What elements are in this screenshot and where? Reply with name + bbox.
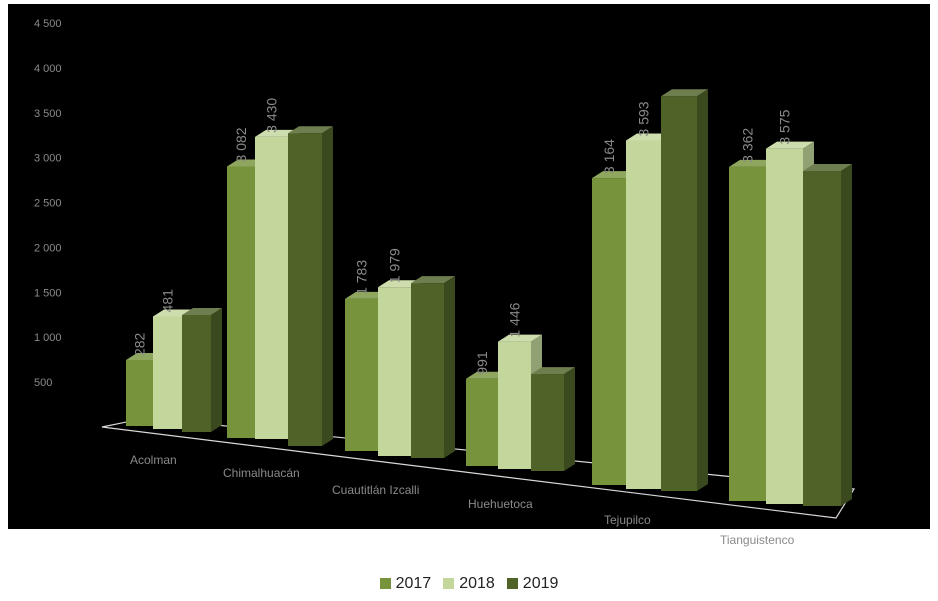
y-tick-label: 3 500 — [34, 108, 62, 120]
bar-2019-acolman — [182, 308, 222, 432]
category-label: Tejupilco — [604, 513, 651, 527]
y-tick-label: 1 000 — [34, 332, 62, 344]
legend-swatch — [506, 578, 518, 589]
data-label: 1 979 — [387, 248, 403, 283]
category-label: Chimalhuacán — [223, 466, 300, 480]
y-tick-label: 4 000 — [34, 63, 62, 75]
data-label: 3 362 — [740, 128, 756, 163]
legend-item-2018: 2018 — [443, 575, 495, 593]
category-label: Tianguistenco — [720, 533, 795, 547]
data-label: 3 082 — [233, 127, 249, 162]
bar-2019-huehuetoca — [531, 367, 575, 471]
data-label: 3 593 — [636, 101, 652, 136]
legend-item-2019: 2019 — [506, 575, 559, 593]
legend-label: 2018 — [459, 575, 495, 592]
category-label: Acolman — [130, 453, 177, 467]
category-label: Cuautitlán Izcalli — [332, 483, 419, 497]
legend: 2017 2018 2019 — [0, 575, 938, 593]
category-label: Huehuetoca — [468, 497, 533, 511]
legend-item-2017: 2017 — [379, 575, 432, 593]
data-label: 3 164 — [601, 139, 617, 174]
legend-label: 2017 — [395, 575, 432, 592]
data-label: 991 — [474, 351, 490, 375]
bar-2019-chimalhuacán — [288, 126, 333, 447]
bar-2019-tejupilco — [661, 89, 708, 492]
y-tick-label: 4 500 — [34, 18, 62, 30]
legend-swatch — [379, 578, 391, 589]
y-tick-label: 2 000 — [34, 242, 62, 254]
y-tick-label: 2 500 — [34, 198, 62, 210]
y-tick-label: 3 000 — [34, 153, 62, 165]
y-tick-label: 500 — [34, 377, 52, 389]
data-label: 282 — [132, 332, 148, 356]
legend-label: 2019 — [522, 575, 559, 592]
legend-swatch — [443, 578, 455, 589]
bar-2019-cuautitlán-izcalli — [411, 276, 455, 458]
data-label: 1 446 — [507, 302, 523, 337]
data-label: 1 783 — [354, 260, 370, 295]
data-label: 3 575 — [777, 109, 793, 144]
y-tick-label: 1 500 — [34, 287, 62, 299]
data-label: 3 430 — [264, 98, 280, 133]
data-label: 481 — [160, 289, 176, 313]
bar-2019-tianguistenco — [803, 164, 852, 506]
